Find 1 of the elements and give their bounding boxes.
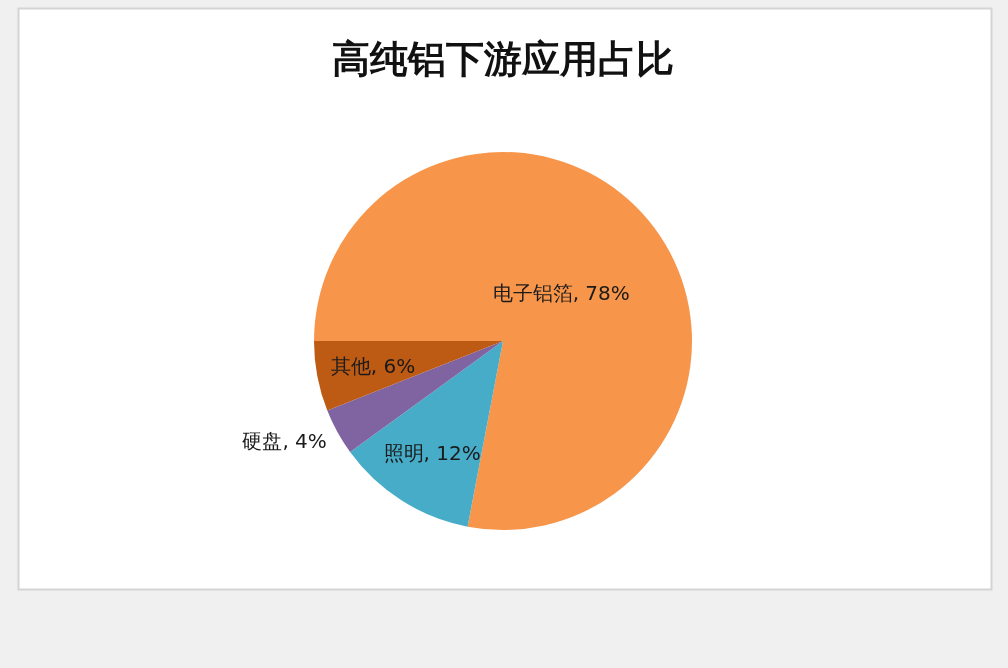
chart-title: 高纯铝下游应用占比 — [332, 37, 674, 81]
